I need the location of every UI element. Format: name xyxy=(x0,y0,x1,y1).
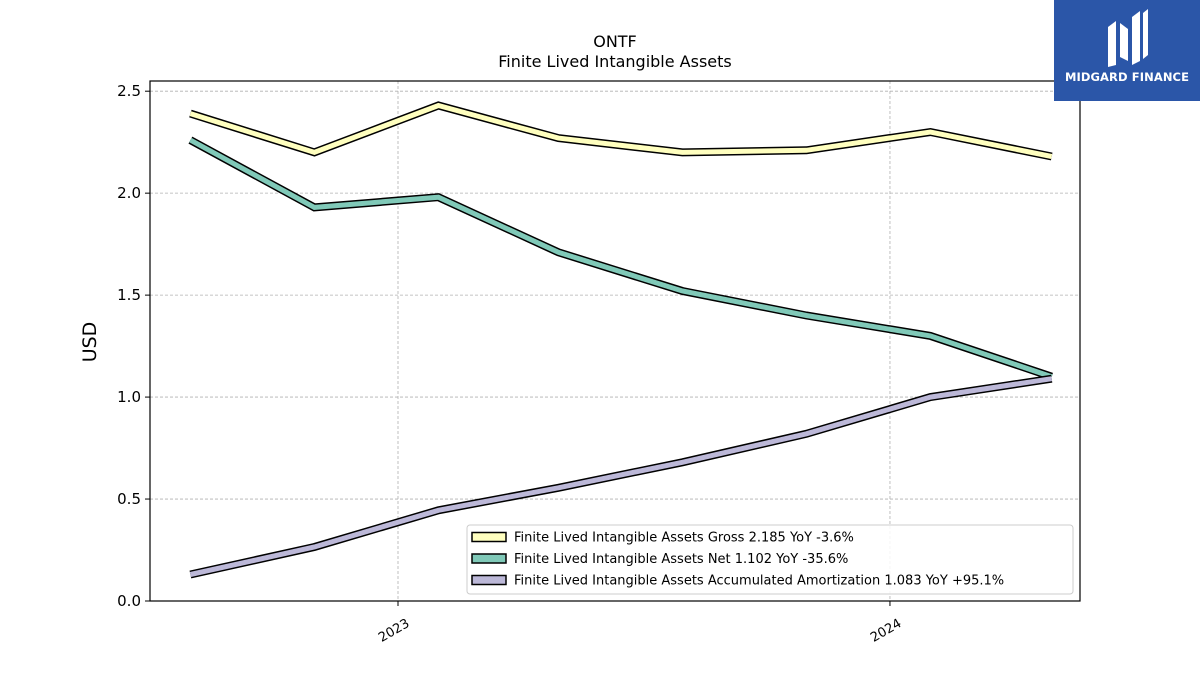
series-lines xyxy=(188,101,1053,579)
y-tick-label: 0.5 xyxy=(117,490,141,508)
y-tick-label: 1.5 xyxy=(117,286,141,304)
y-tick-label: 2.0 xyxy=(117,184,141,202)
midgard-finance-logo: MIDGARD FINANCE xyxy=(1054,0,1200,101)
plot-area-frame xyxy=(149,80,1081,602)
series-line-3 xyxy=(189,374,1053,579)
y-tick-label: 1.0 xyxy=(117,388,141,406)
y-tick-label: 2.5 xyxy=(117,82,141,100)
legend-box xyxy=(466,524,1074,595)
legend-label-2: Finite Lived Intangible Assets Net 1.102… xyxy=(514,552,848,567)
x-tick-label: 2023 xyxy=(376,616,412,646)
x-axis-ticks: 2023 2024 xyxy=(376,601,904,646)
series-line-2 xyxy=(188,136,1053,381)
y-axis-ticks: 0.0 0.5 1.0 1.5 2.0 2.5 xyxy=(117,82,150,610)
series-line-1 xyxy=(189,101,1053,161)
logo-text: MIDGARD FINANCE xyxy=(1064,70,1190,84)
legend-label-1: Finite Lived Intangible Assets Gross 2.1… xyxy=(514,531,854,546)
legend-swatch-3 xyxy=(471,574,507,586)
grid-lines xyxy=(150,81,1080,602)
chart-legend: Finite Lived Intangible Assets Gross 2.1… xyxy=(466,524,1074,595)
x-tick-label: 2024 xyxy=(868,616,904,646)
chart-subtitle: Finite Lived Intangible Assets xyxy=(498,52,731,71)
legend-swatch-2 xyxy=(471,553,507,564)
legend-label-3: Finite Lived Intangible Assets Accumulat… xyxy=(514,574,1004,589)
y-tick-label: 0.0 xyxy=(117,592,141,610)
legend-swatch-1 xyxy=(471,531,507,543)
chart-title: ONTF xyxy=(593,32,637,51)
midgard-logo-mark-icon xyxy=(1108,9,1148,67)
y-axis-label: USD xyxy=(79,322,101,363)
